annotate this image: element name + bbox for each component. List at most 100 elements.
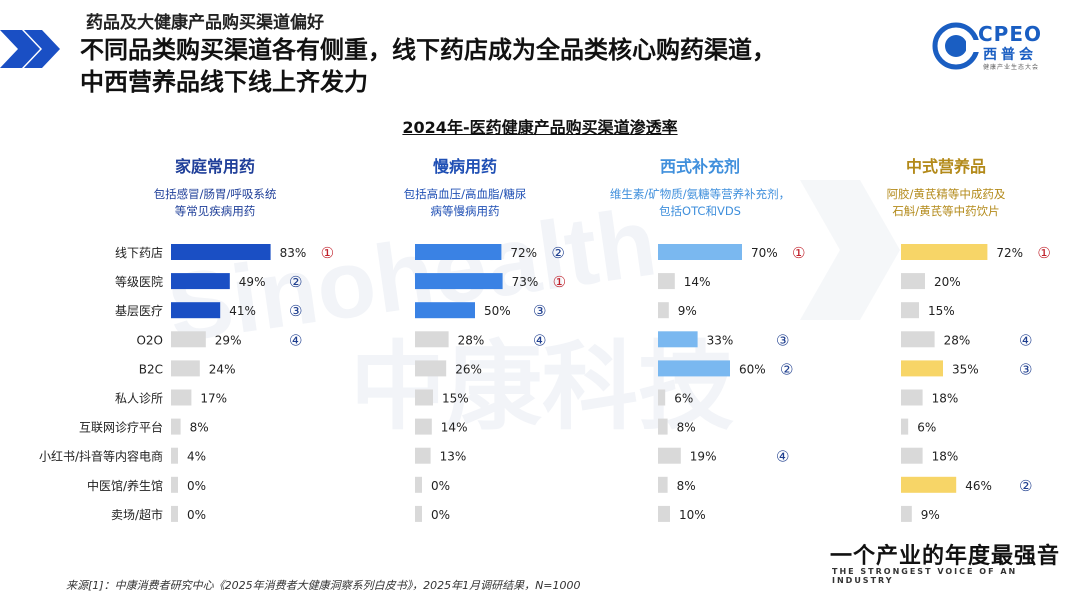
rank-marker: ② [780, 360, 793, 378]
value-label: 18% [932, 392, 959, 406]
value-label: 6% [917, 421, 936, 435]
value-label: 6% [674, 392, 693, 406]
bar [171, 418, 181, 435]
value-label: 8% [677, 479, 696, 493]
value-label: 72% [510, 246, 537, 260]
bar [658, 360, 730, 377]
value-label: 0% [187, 479, 206, 493]
value-label: 13% [440, 450, 467, 464]
bar [415, 244, 502, 260]
rank-marker: ④ [289, 331, 302, 349]
bar [415, 331, 449, 348]
rank-marker: ① [1037, 244, 1050, 262]
bar [171, 331, 206, 348]
series-description: 包括OTC和VDS [659, 204, 741, 218]
category-label: 线下药店 [115, 246, 163, 260]
bar [901, 360, 943, 377]
rank-marker: ④ [776, 448, 789, 466]
series-description: 维生素/矿物质/氨糖等营养补充剂， [610, 187, 790, 201]
category-label: 互联网诊疗平台 [79, 420, 163, 435]
series-description: 包括感冒/肠胃/呼吸系统 [154, 187, 277, 201]
value-label: 50% [484, 304, 511, 318]
bar [901, 389, 923, 406]
bar [415, 418, 432, 435]
rank-marker: ① [321, 244, 334, 262]
value-label: 41% [229, 304, 256, 318]
value-label: 17% [200, 392, 227, 406]
bar [415, 302, 475, 319]
series-description: 包括高血压/高血脂/糖尿 [404, 187, 527, 201]
cpeo-logo-icon [932, 22, 980, 70]
bar [415, 505, 422, 522]
bar [901, 447, 923, 464]
rank-marker: ③ [776, 331, 789, 349]
bar [658, 505, 670, 522]
bar [901, 476, 957, 493]
series-description: 石斛/黄芪等中药饮片 [892, 204, 999, 218]
bar [171, 244, 271, 260]
page-headline: 不同品类购买渠道各有侧重，线下药店成为全品类核心购药渠道， 中西营养品线下线上齐… [80, 34, 880, 98]
logo-name: CPEO [978, 22, 1042, 46]
chevron-decoration-icon [0, 30, 60, 68]
category-label: 私人诊所 [115, 392, 163, 406]
value-label: 20% [934, 275, 961, 289]
value-label: 0% [431, 508, 450, 522]
bar [901, 244, 988, 260]
value-label: 70% [751, 246, 778, 260]
value-label: 0% [431, 479, 450, 493]
value-label: 46% [965, 479, 992, 493]
rank-marker: ④ [1019, 331, 1032, 349]
category-label: 基层医疗 [115, 304, 163, 318]
rank-marker: ④ [533, 331, 546, 349]
bar [171, 389, 192, 406]
value-label: 33% [707, 333, 734, 347]
bar [171, 273, 230, 290]
value-label: 29% [215, 333, 242, 347]
value-label: 83% [280, 246, 307, 260]
rank-marker: ③ [1019, 360, 1032, 378]
value-label: 73% [512, 275, 539, 289]
bar [658, 389, 666, 406]
value-label: 18% [932, 450, 959, 464]
bar [171, 447, 178, 464]
value-label: 60% [739, 362, 766, 376]
bar [658, 244, 742, 260]
footer-slogan: 一个产业的年度最强音 [830, 544, 1061, 569]
bar [901, 273, 925, 290]
rank-marker: ① [792, 244, 805, 262]
value-label: 15% [928, 304, 955, 318]
bar [901, 331, 935, 348]
bar [658, 476, 668, 493]
value-label: 9% [678, 304, 697, 318]
value-label: 35% [952, 362, 979, 376]
logo-cn-name: 西普会 [983, 47, 1037, 63]
category-label: 等级医院 [115, 275, 163, 289]
series-description: 等常见疾病用药 [175, 204, 256, 218]
chart-title: 2024年-医药健康产品购买渠道渗透率 [402, 118, 678, 137]
bar [171, 476, 178, 493]
headline-line-2: 中西营养品线下线上齐发力 [80, 68, 368, 96]
rank-marker: ② [289, 273, 302, 291]
value-label: 4% [187, 450, 206, 464]
value-label: 15% [442, 392, 469, 406]
series-title: 家庭常用药 [175, 157, 255, 176]
bar [658, 331, 698, 348]
bar [658, 302, 669, 319]
value-label: 28% [944, 333, 971, 347]
bar [901, 505, 912, 522]
series-title: 西式补充剂 [660, 157, 740, 176]
category-label: 中医馆/养生馆 [87, 478, 163, 493]
rank-marker: ② [551, 244, 564, 262]
bar [171, 302, 221, 319]
value-label: 8% [190, 421, 209, 435]
category-label: O2O [136, 333, 163, 347]
category-label: 卖场/超市 [111, 507, 163, 522]
bar [415, 389, 433, 406]
rank-marker: ③ [533, 302, 546, 320]
bar [171, 360, 200, 377]
series-description: 阿胶/黄芪精等中成药及 [887, 187, 1006, 201]
headline-line-1: 不同品类购买渠道各有侧重，线下药店成为全品类核心购药渠道， [80, 36, 776, 64]
bar [658, 273, 675, 290]
bar [171, 505, 178, 522]
